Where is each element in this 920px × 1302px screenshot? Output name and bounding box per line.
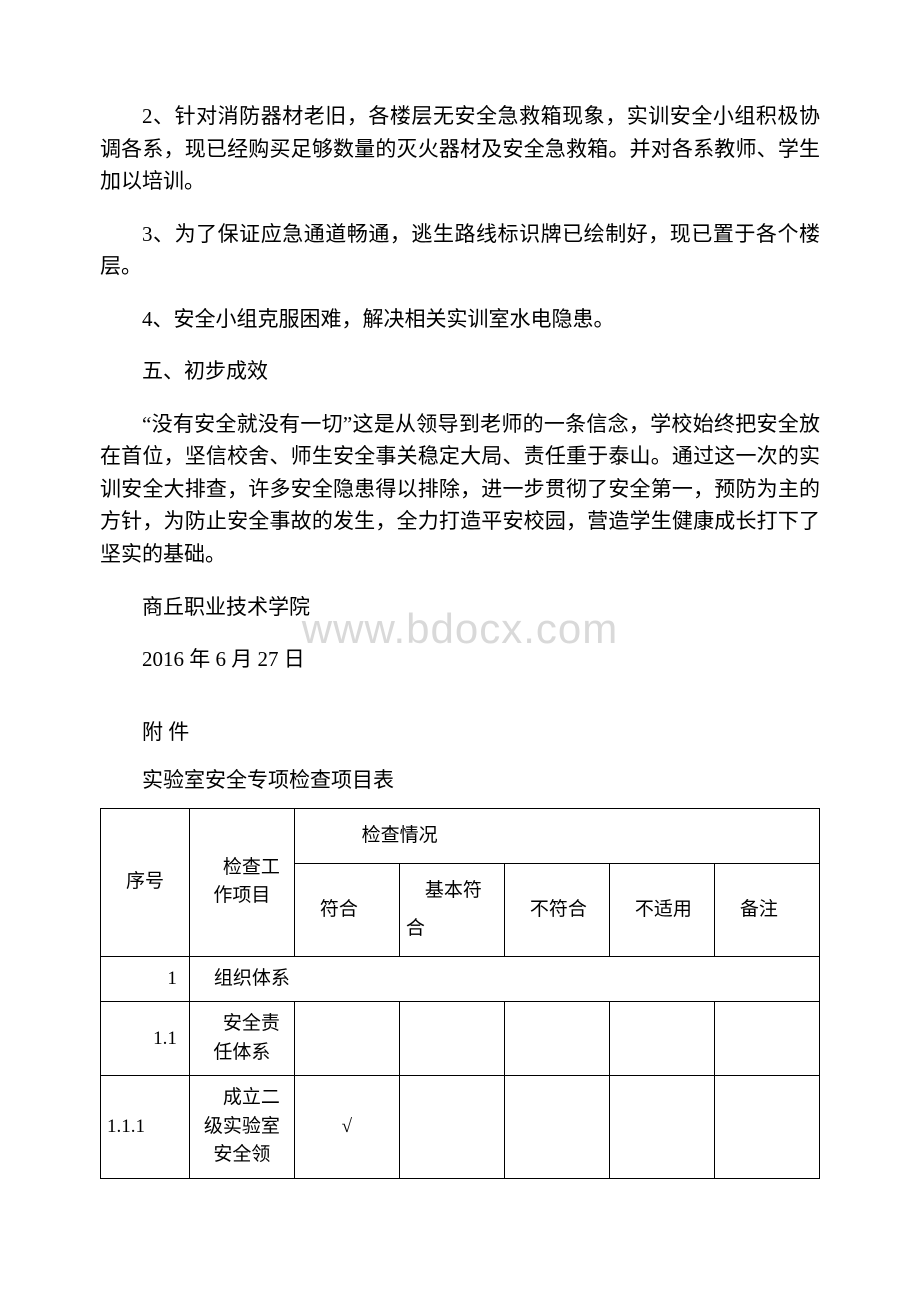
cell-note xyxy=(714,1076,819,1179)
cell-basic-conform xyxy=(399,1002,504,1076)
cell-seq: 1.1.1 xyxy=(101,1076,190,1179)
section-5-heading: 五、初步成效 xyxy=(100,355,820,388)
table-row: 1 组织体系 xyxy=(101,956,820,1002)
th-note: 备注 xyxy=(714,863,819,956)
table-row: 1.1.1 成立二级实验室安全领 √ xyxy=(101,1076,820,1179)
cell-blank xyxy=(609,956,714,1002)
paragraph-5-body: “没有安全就没有一切”这是从领导到老师的一条信念，学校始终把安全放在首位，坚信校… xyxy=(100,408,820,571)
cell-basic-conform xyxy=(399,1076,504,1179)
cell-item-section: 组织体系 xyxy=(189,956,609,1002)
th-not-conform: 不符合 xyxy=(504,863,609,956)
cell-not-apply xyxy=(609,1076,714,1179)
cell-conform: √ xyxy=(294,1076,399,1179)
cell-note xyxy=(714,1002,819,1076)
cell-note xyxy=(714,956,819,1002)
cell-seq: 1.1 xyxy=(101,1002,190,1076)
th-conform: 符合 xyxy=(294,863,399,956)
cell-conform xyxy=(294,1002,399,1076)
th-item: 检查工作项目 xyxy=(189,808,294,956)
table-header-row-1: 序号 检查工作项目 检查情况 xyxy=(101,808,820,863)
cell-not-conform xyxy=(504,1076,609,1179)
org-name: 商丘职业技术学院 xyxy=(100,591,820,624)
table-title: 实验室安全专项检查项目表 xyxy=(100,764,820,794)
cell-item: 安全责任体系 xyxy=(189,1002,294,1076)
th-check-status: 检查情况 xyxy=(294,808,504,863)
document-content: 2、针对消防器材老旧，各楼层无安全急救箱现象，实训安全小组积极协调各系，现已经购… xyxy=(100,100,820,1179)
th-basic-conform: 基本符合 xyxy=(399,863,504,956)
cell-not-apply xyxy=(609,1002,714,1076)
cell-not-conform xyxy=(504,1002,609,1076)
table-row: 1.1 安全责任体系 xyxy=(101,1002,820,1076)
paragraph-3: 3、为了保证应急通道畅通，逃生路线标识牌已绘制好，现已置于各个楼层。 xyxy=(100,218,820,283)
paragraph-4: 4、安全小组克服困难，解决相关实训室水电隐患。 xyxy=(100,303,820,336)
inspection-table: 序号 检查工作项目 检查情况 符合 基本符合 不符合 不适用 备注 1 组织体系… xyxy=(100,808,820,1179)
th-not-apply: 不适用 xyxy=(609,863,714,956)
cell-item: 成立二级实验室安全领 xyxy=(189,1076,294,1179)
th-seq: 序号 xyxy=(101,808,190,956)
th-blank-span xyxy=(504,808,819,863)
appendix-label: 附 件 xyxy=(100,716,820,746)
date-line: 2016 年 6 月 27 日 xyxy=(100,643,820,676)
paragraph-2: 2、针对消防器材老旧，各楼层无安全急救箱现象，实训安全小组积极协调各系，现已经购… xyxy=(100,100,820,198)
cell-seq: 1 xyxy=(101,956,190,1002)
